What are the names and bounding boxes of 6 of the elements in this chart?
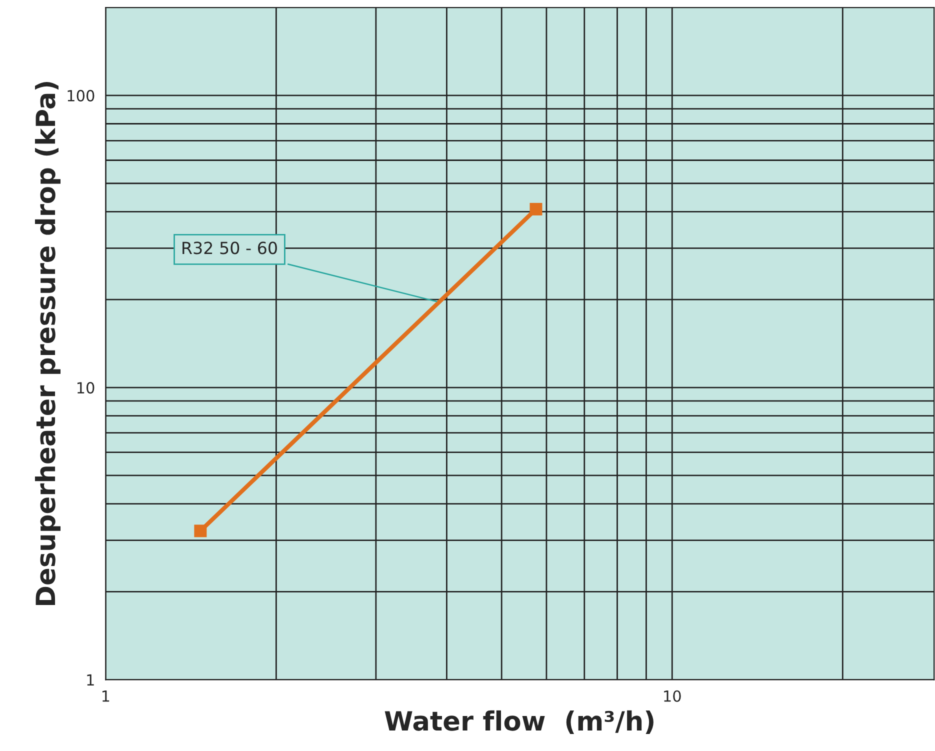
- y-axis-title: Desuperheater pressure drop (kPa): [34, 82, 61, 605]
- x-axis-title: Water flow (m³/h): [384, 710, 654, 734]
- y-tick-label: 10: [77, 382, 94, 394]
- annotation: R32 50 - 60: [182, 242, 277, 254]
- y-tick-label: 100: [68, 90, 94, 102]
- y-tick-label: 1: [87, 674, 94, 686]
